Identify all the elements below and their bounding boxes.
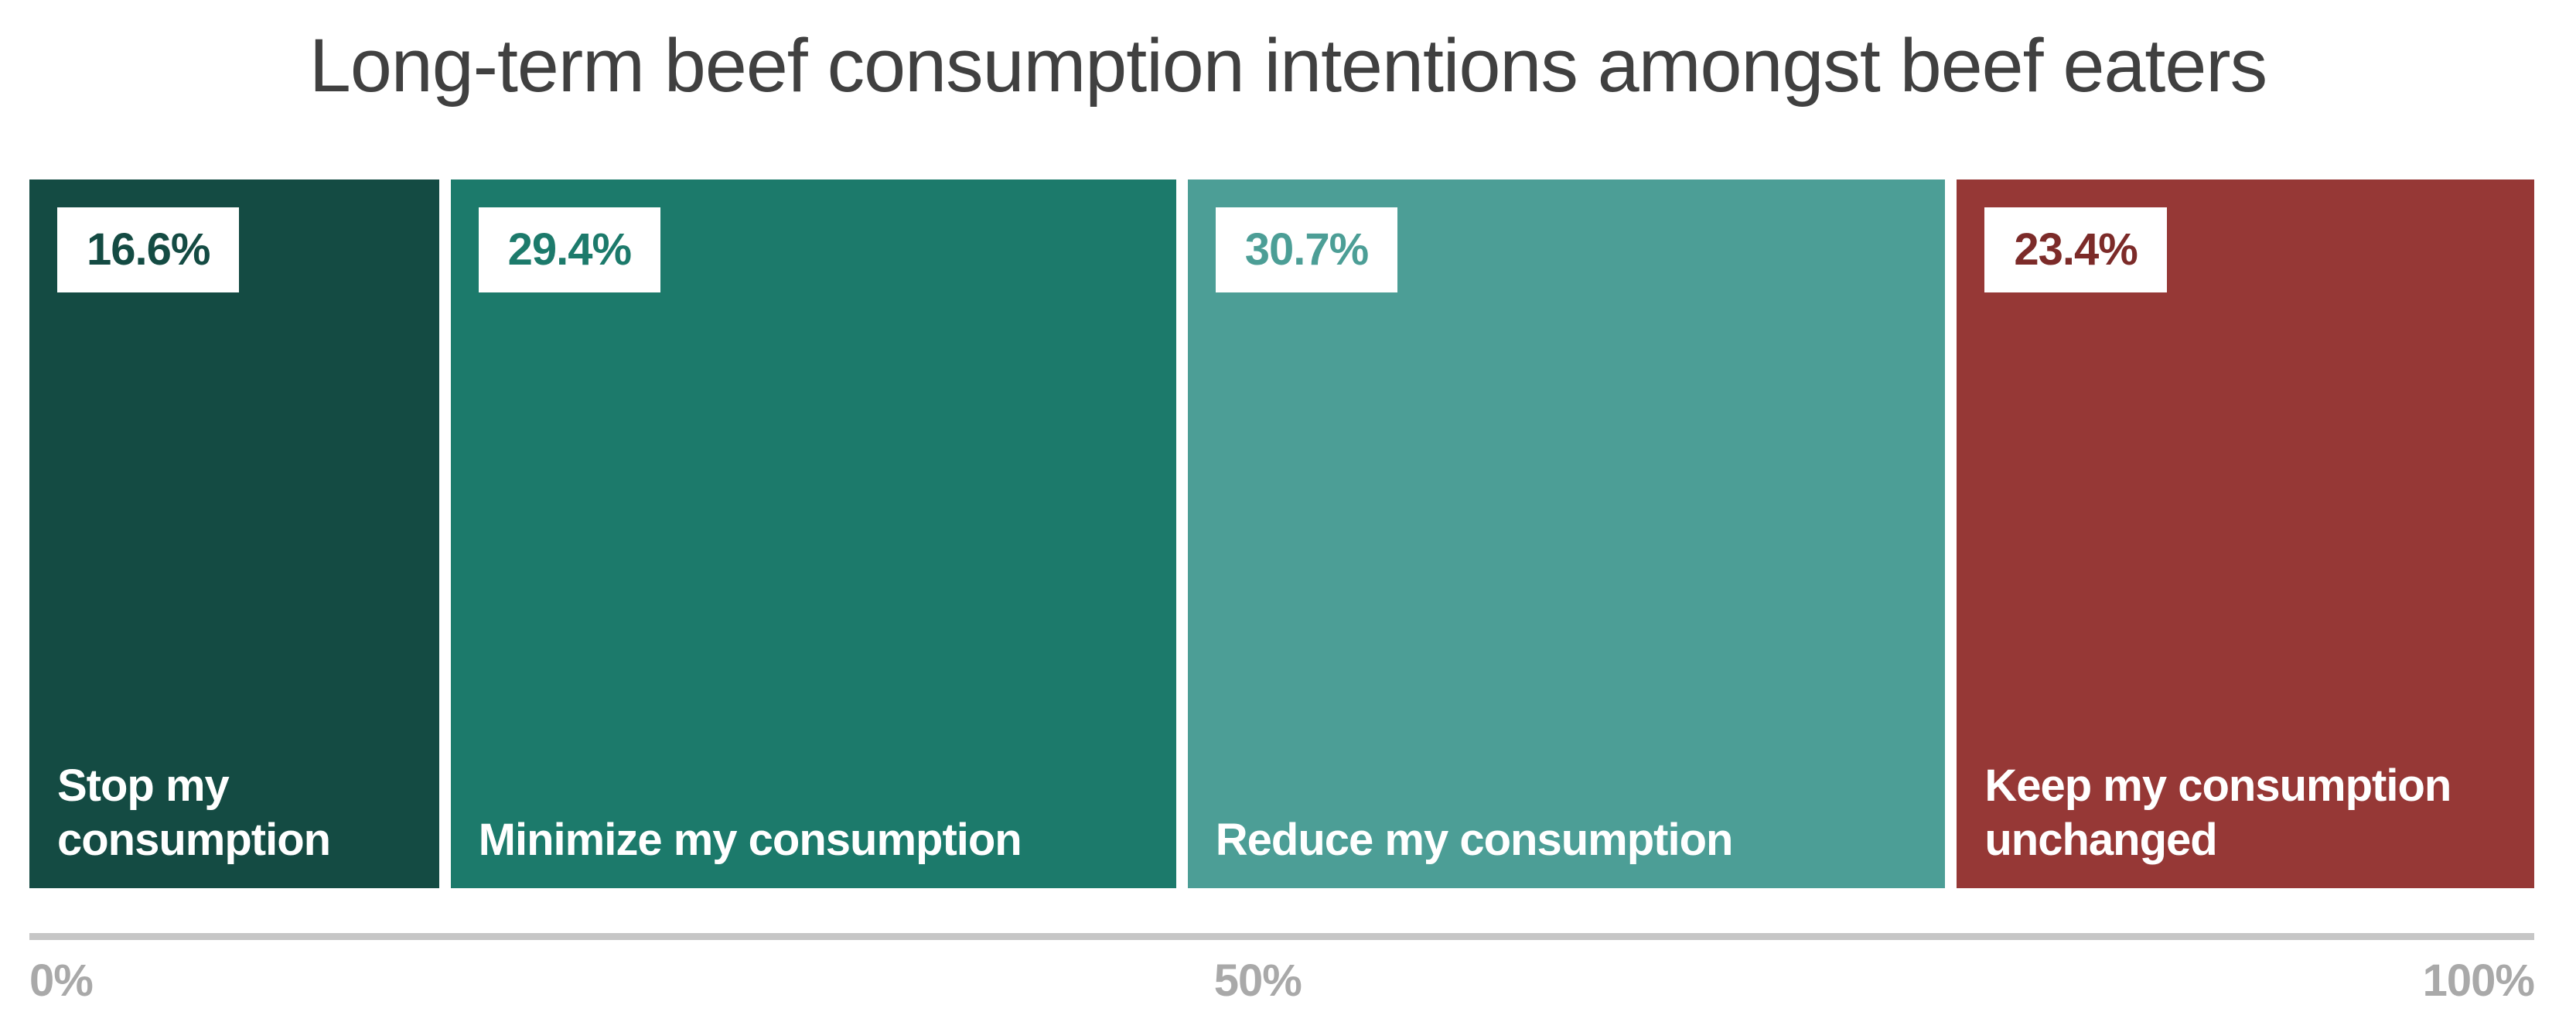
value-label-box: 30.7%: [1215, 207, 1398, 292]
category-label: Reduce my consumption: [1215, 815, 1734, 866]
value-label: 30.7%: [1244, 224, 1369, 275]
bar-segment-reduce-my-consumption: 30.7% Reduce my consumption: [1187, 179, 1946, 888]
bar-segment-stop-my-consumption: 16.6% Stop my consumption: [29, 179, 439, 888]
value-label-box: 23.4%: [1984, 207, 2167, 292]
stacked-bar: 16.6% Stop my consumption 29.4% Minimize…: [29, 179, 2534, 888]
value-label-box: 16.6%: [57, 207, 240, 292]
category-label: Stop my consumption: [57, 760, 331, 866]
value-label: 29.4%: [507, 224, 632, 275]
bar-segment-minimize-my-consumption: 29.4% Minimize my consumption: [450, 179, 1176, 888]
x-axis-ticks: 0% 50% 100%: [29, 956, 2535, 1006]
value-label: 23.4%: [2014, 224, 2138, 275]
value-label: 16.6%: [87, 224, 210, 275]
category-label: Keep my consumption unchanged: [1984, 760, 2451, 866]
chart-title: Long-term beef consumption intentions am…: [309, 23, 2267, 108]
category-label: Minimize my consumption: [478, 815, 1022, 866]
value-label-box: 29.4%: [478, 207, 661, 292]
x-axis-tick-100: 100%: [2422, 956, 2535, 1006]
bar-segment-keep-my-consumption-unchanged: 23.4% Keep my consumption unchanged: [1957, 179, 2534, 888]
x-axis-tick-0: 0%: [29, 956, 94, 1006]
x-axis-tick-50: 50%: [1213, 956, 1302, 1006]
x-axis-line: [29, 933, 2534, 940]
